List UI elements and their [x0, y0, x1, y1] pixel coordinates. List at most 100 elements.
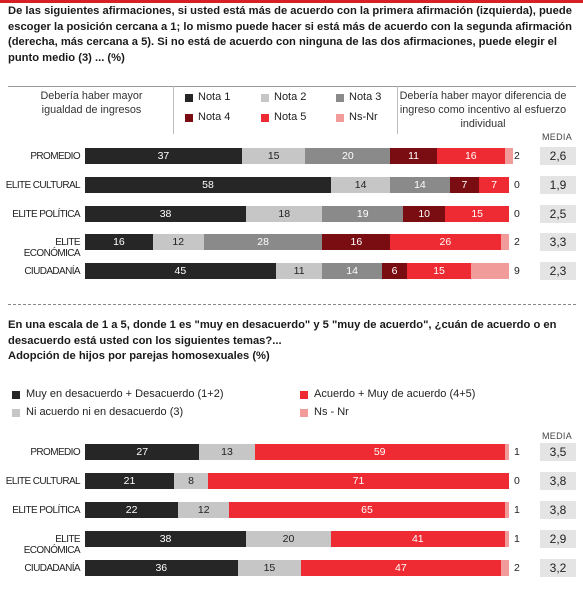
bar-segment: 16 [322, 234, 391, 250]
legend-label: Acuerdo + Muy de acuerdo (4+5) [314, 388, 476, 400]
row-label: PROMEDIO [30, 447, 80, 458]
legend-swatch [300, 391, 308, 399]
legend-label: Nota 1 [198, 91, 231, 103]
chart1-media-header: MEDIA [542, 132, 573, 142]
ns-nr-value: 9 [514, 265, 520, 277]
row-label: ELITE CULTURAL [5, 180, 81, 191]
section-divider [8, 304, 576, 305]
legend-label: Nota 5 [274, 111, 307, 123]
legend-swatch [12, 391, 20, 399]
media-value: 3,5 [540, 443, 576, 461]
bar-segment: 15 [241, 148, 306, 164]
ns-nr-value: 0 [514, 475, 520, 487]
bar-segment: 7 [479, 177, 509, 193]
ns-nr-value: 1 [514, 446, 520, 458]
bar-segment: 22 [85, 502, 179, 518]
bar-segment: 16 [85, 234, 153, 250]
bar-segment: 7 [449, 177, 480, 193]
legend-swatch [300, 409, 308, 417]
bar-segment [504, 502, 509, 518]
bar-segment: 65 [229, 502, 505, 518]
row-label: ELITE ECONÓMICA [23, 534, 81, 556]
legend-swatch [12, 409, 20, 417]
ns-nr-value: 2 [514, 150, 520, 162]
bar-segment: 21 [85, 473, 175, 489]
chart2-media-header: MEDIA [542, 431, 573, 441]
bar-segment [504, 531, 509, 547]
bar-segment: 12 [152, 234, 204, 250]
ns-nr-value: 2 [514, 562, 520, 574]
bar-segment: 58 [85, 177, 331, 193]
legend-swatch [261, 114, 269, 122]
ns-nr-value: 0 [514, 179, 520, 191]
bar-segment: 14 [322, 263, 382, 279]
bar-segment: 71 [207, 473, 509, 489]
bar-segment: 14 [390, 177, 450, 193]
legend-label: Nota 4 [198, 111, 231, 123]
bar-segment: 15 [445, 206, 509, 222]
legend-swatch [336, 114, 344, 122]
ns-nr-value: 1 [514, 533, 520, 545]
bar-segment [470, 263, 509, 279]
media-value: 3,3 [540, 233, 576, 251]
bar-segment: 16 [436, 148, 505, 164]
media-value: 2,3 [540, 262, 576, 280]
bar-segment: 15 [237, 560, 302, 576]
media-value: 3,8 [540, 501, 576, 519]
bar-segment: 45 [85, 263, 276, 279]
chart2-subtitle: Adopción de hijos por parejas homosexual… [8, 350, 270, 362]
row-label: CIUDADANÍA [24, 266, 80, 277]
media-value: 3,2 [540, 559, 576, 577]
legend-swatch [185, 114, 193, 122]
bar-segment: 37 [85, 148, 242, 164]
bar-segment [500, 560, 509, 576]
bar-segment: 26 [390, 234, 501, 250]
bar-segment: 28 [203, 234, 323, 250]
bar-segment: 59 [254, 444, 505, 460]
chart1-left-statement: Debería haber mayor igualdad de ingresos [40, 90, 143, 116]
media-value: 2,9 [540, 530, 576, 548]
bar-segment: 20 [246, 531, 331, 547]
legend-swatch [185, 94, 193, 102]
legend-label: Nota 2 [274, 91, 307, 103]
header-divider-left [173, 86, 174, 134]
bar-segment: 41 [330, 531, 505, 547]
media-value: 2,6 [540, 147, 576, 165]
question-1-text: De las siguientes afirmaciones, si usted… [8, 5, 572, 64]
row-label: ELITE ECONÓMICA [23, 237, 81, 259]
chart1-right-statement: Debería haber mayor diferencia de ingres… [399, 90, 567, 130]
legend-label: Ns-Nr [349, 111, 378, 123]
media-value: 3,8 [540, 472, 576, 490]
bar-segment: 19 [322, 206, 403, 222]
question-2-text: En una escala de 1 a 5, donde 1 es "muy … [8, 319, 557, 347]
bar-segment: 38 [85, 206, 247, 222]
bar-segment: 10 [403, 206, 446, 222]
legend-label: Ns - Nr [314, 406, 349, 418]
bar-segment: 27 [85, 444, 200, 460]
bar-segment: 11 [390, 148, 437, 164]
top-accent-line [0, 0, 583, 3]
bar-segment: 6 [381, 263, 408, 279]
legend-label: Nota 3 [349, 91, 382, 103]
bar-segment [500, 234, 509, 250]
ns-nr-value: 2 [514, 236, 520, 248]
media-value: 2,5 [540, 205, 576, 223]
ns-nr-value: 1 [514, 504, 520, 516]
chart1-top-rule [8, 86, 576, 87]
bar-segment: 13 [199, 444, 255, 460]
row-label: ELITE POLÍTICA [12, 505, 80, 516]
bar-segment: 12 [178, 502, 230, 518]
bar-segment: 15 [407, 263, 471, 279]
row-label: PROMEDIO [30, 151, 80, 162]
legend-swatch [261, 94, 269, 102]
bar-segment: 36 [85, 560, 238, 576]
ns-nr-value: 0 [514, 208, 520, 220]
bar-segment: 47 [301, 560, 501, 576]
bar-segment [504, 444, 509, 460]
bar-segment [504, 148, 514, 164]
row-label: ELITE POLÍTICA [12, 209, 80, 220]
legend-label: Ni acuerdo ni en desacuerdo (3) [26, 406, 184, 418]
bar-segment: 18 [246, 206, 323, 222]
bar-segment: 11 [275, 263, 323, 279]
row-label: ELITE CULTURAL [5, 476, 81, 487]
